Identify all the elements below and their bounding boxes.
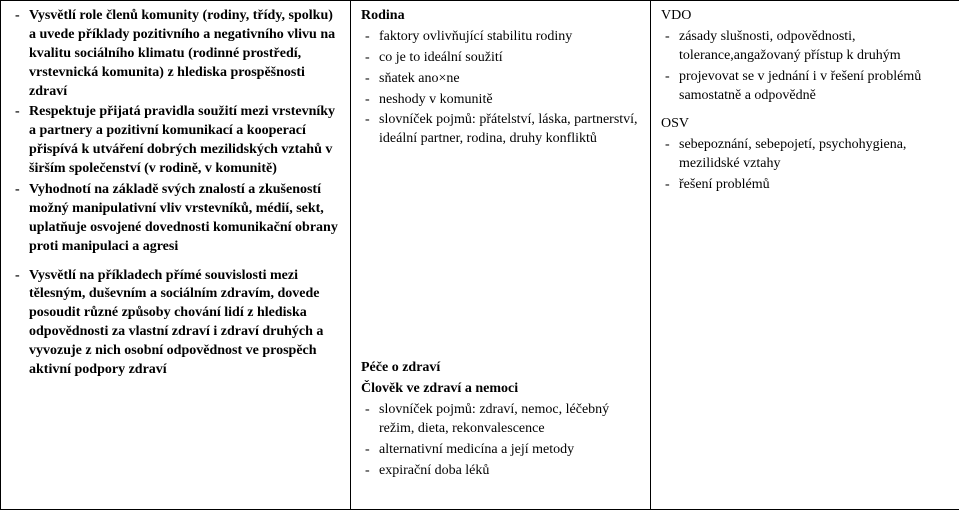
content-item: slovníček pojmů: přátelství, láska, part… bbox=[379, 111, 640, 149]
column-outcomes: Vysvětlí role členů komunity (rodiny, tř… bbox=[1, 1, 351, 510]
section-subtitle-health: Člověk ve zdraví a nemoci bbox=[361, 380, 640, 399]
section-title-vdo: VDO bbox=[661, 7, 949, 26]
outcome-item: Respektuje přijatá pravidla soužití mezi… bbox=[29, 103, 340, 179]
content-item: faktory ovlivňující stabilitu rodiny bbox=[379, 28, 640, 47]
cross-item: zásady slušnosti, odpovědnosti, toleranc… bbox=[679, 28, 949, 66]
outcomes-list-1: Vysvětlí role členů komunity (rodiny, tř… bbox=[11, 7, 340, 257]
content-item: slovníček pojmů: zdraví, nemoc, léčebný … bbox=[379, 401, 640, 439]
content-item: expirační doba léků bbox=[379, 462, 640, 481]
column-cross: VDO zásady slušnosti, odpovědnosti, tole… bbox=[651, 1, 959, 510]
outcomes-list-2: Vysvětlí na příkladech přímé souvislosti… bbox=[11, 267, 340, 380]
family-list: faktory ovlivňující stabilitu rodiny co … bbox=[361, 28, 640, 149]
outcome-item: Vysvětlí na příkladech přímé souvislosti… bbox=[29, 267, 340, 380]
section-title-health: Péče o zdraví bbox=[361, 359, 640, 378]
section-title-osv: OSV bbox=[661, 115, 949, 134]
content-item: neshody v komunitě bbox=[379, 91, 640, 110]
curriculum-table: Vysvětlí role členů komunity (rodiny, tř… bbox=[0, 0, 959, 510]
section-title-family: Rodina bbox=[361, 7, 640, 26]
outcome-item: Vysvětlí role členů komunity (rodiny, tř… bbox=[29, 7, 340, 101]
column-content: Rodina faktory ovlivňující stabilitu rod… bbox=[351, 1, 651, 510]
content-item: sňatek ano×ne bbox=[379, 70, 640, 89]
content-item: co je to ideální soužití bbox=[379, 49, 640, 68]
vdo-list: zásady slušnosti, odpovědnosti, toleranc… bbox=[661, 28, 949, 106]
outcome-item: Vyhodnotí na základě svých znalostí a zk… bbox=[29, 181, 340, 257]
cross-item: sebepoznání, sebepojetí, psychohygiena, … bbox=[679, 136, 949, 174]
content-item: alternativní medicína a její metody bbox=[379, 441, 640, 460]
cross-item: řešení problémů bbox=[679, 176, 949, 195]
health-list: slovníček pojmů: zdraví, nemoc, léčebný … bbox=[361, 401, 640, 481]
osv-list: sebepoznání, sebepojetí, psychohygiena, … bbox=[661, 136, 949, 195]
cross-item: projevovat se v jednání i v řešení probl… bbox=[679, 68, 949, 106]
